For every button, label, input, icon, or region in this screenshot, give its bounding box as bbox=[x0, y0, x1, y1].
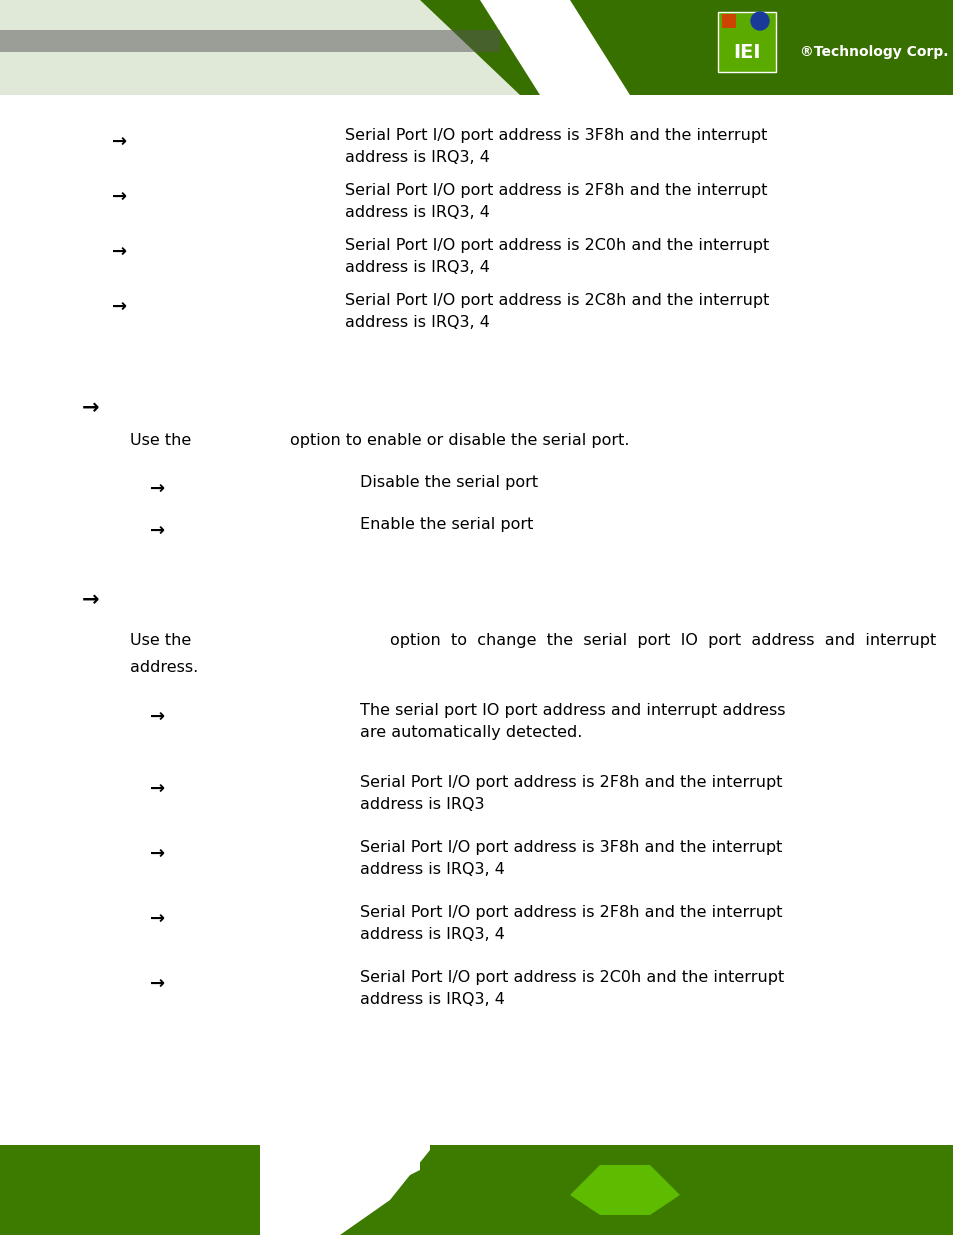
Bar bbox=[0, 0, 953, 95]
Text: address is IRQ3, 4: address is IRQ3, 4 bbox=[359, 992, 504, 1007]
Polygon shape bbox=[479, 0, 619, 95]
Text: Use the: Use the bbox=[130, 433, 191, 448]
Polygon shape bbox=[0, 0, 519, 95]
Text: Disable the serial port: Disable the serial port bbox=[359, 475, 537, 490]
Text: address is IRQ3, 4: address is IRQ3, 4 bbox=[345, 261, 489, 275]
Text: address is IRQ3, 4: address is IRQ3, 4 bbox=[345, 205, 489, 220]
Text: Serial Port I/O port address is 2F8h and the interrupt: Serial Port I/O port address is 2F8h and… bbox=[359, 776, 781, 790]
Text: ®Technology Corp.: ®Technology Corp. bbox=[800, 44, 947, 59]
Text: →: → bbox=[150, 480, 165, 498]
Text: option  to  change  the  serial  port  IO  port  address  and  interrupt: option to change the serial port IO port… bbox=[390, 634, 935, 648]
Text: option to enable or disable the serial port.: option to enable or disable the serial p… bbox=[290, 433, 629, 448]
Polygon shape bbox=[299, 1145, 430, 1235]
Bar bbox=[0, 1145, 953, 1235]
Polygon shape bbox=[260, 1145, 419, 1235]
Text: Serial Port I/O port address is 2C0h and the interrupt: Serial Port I/O port address is 2C0h and… bbox=[359, 969, 783, 986]
Text: →: → bbox=[82, 398, 99, 417]
Bar bbox=[0, 30, 499, 52]
Bar bbox=[0, 0, 953, 95]
Text: Serial Port I/O port address is 2F8h and the interrupt: Serial Port I/O port address is 2F8h and… bbox=[359, 905, 781, 920]
Text: The serial port IO port address and interrupt address: The serial port IO port address and inte… bbox=[359, 703, 784, 718]
Text: IEI: IEI bbox=[733, 42, 760, 62]
Text: Use the: Use the bbox=[130, 634, 191, 648]
Text: →: → bbox=[150, 781, 165, 798]
Bar bbox=[721, 14, 735, 28]
Text: address is IRQ3, 4: address is IRQ3, 4 bbox=[345, 315, 489, 330]
Text: Enable the serial port: Enable the serial port bbox=[359, 517, 533, 532]
Text: Serial Port I/O port address is 2C0h and the interrupt: Serial Port I/O port address is 2C0h and… bbox=[345, 238, 768, 253]
Text: →: → bbox=[112, 133, 127, 151]
Text: address is IRQ3, 4: address is IRQ3, 4 bbox=[345, 149, 489, 165]
Text: →: → bbox=[150, 974, 165, 993]
Text: Serial Port I/O port address is 3F8h and the interrupt: Serial Port I/O port address is 3F8h and… bbox=[345, 128, 766, 143]
Text: address is IRQ3: address is IRQ3 bbox=[359, 797, 484, 811]
Bar bbox=[718, 12, 775, 72]
Polygon shape bbox=[569, 1165, 679, 1215]
Text: →: → bbox=[112, 298, 127, 316]
Text: →: → bbox=[150, 708, 165, 726]
Text: →: → bbox=[112, 188, 127, 206]
Text: Serial Port I/O port address is 2F8h and the interrupt: Serial Port I/O port address is 2F8h and… bbox=[345, 183, 767, 198]
Text: address is IRQ3, 4: address is IRQ3, 4 bbox=[359, 862, 504, 877]
Text: →: → bbox=[150, 845, 165, 863]
Text: →: → bbox=[82, 590, 99, 610]
Polygon shape bbox=[539, 0, 629, 95]
Text: →: → bbox=[112, 243, 127, 261]
Text: →: → bbox=[150, 910, 165, 927]
Text: address.: address. bbox=[130, 659, 198, 676]
Text: →: → bbox=[150, 522, 165, 540]
Text: address is IRQ3, 4: address is IRQ3, 4 bbox=[359, 927, 504, 942]
Text: Serial Port I/O port address is 2C8h and the interrupt: Serial Port I/O port address is 2C8h and… bbox=[345, 293, 768, 308]
Text: are automatically detected.: are automatically detected. bbox=[359, 725, 581, 740]
Text: Serial Port I/O port address is 3F8h and the interrupt: Serial Port I/O port address is 3F8h and… bbox=[359, 840, 781, 855]
Circle shape bbox=[750, 12, 768, 30]
